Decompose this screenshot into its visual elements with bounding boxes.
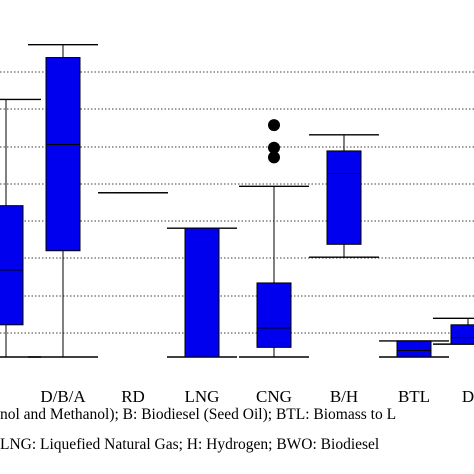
box-iqr bbox=[450, 324, 474, 345]
box-iqr bbox=[0, 205, 24, 326]
box-iqr bbox=[326, 150, 362, 245]
category-label: D bbox=[462, 387, 474, 406]
outlier-point bbox=[268, 151, 280, 164]
box-iqr bbox=[45, 57, 81, 252]
box-first bbox=[0, 98, 41, 358]
category-label: D/B/A bbox=[40, 387, 86, 406]
caption-line-1: nol and Methanol); B: Biodiesel (Seed Oi… bbox=[0, 406, 397, 423]
box-b-h bbox=[309, 134, 379, 258]
box-cng bbox=[239, 119, 309, 358]
box-iqr bbox=[396, 340, 432, 358]
box-d-b-a bbox=[28, 43, 98, 358]
box-btl bbox=[379, 340, 449, 358]
box-iqr bbox=[184, 227, 220, 358]
box-series bbox=[0, 43, 474, 358]
category-label: BTL bbox=[398, 387, 430, 406]
box-lng bbox=[167, 227, 237, 358]
box-iqr bbox=[256, 282, 292, 348]
outlier-point bbox=[268, 119, 280, 132]
category-label: RD bbox=[121, 387, 145, 406]
caption-line-2: LNG: Liquefied Natural Gas; H: Hydrogen;… bbox=[0, 436, 380, 453]
box-d bbox=[433, 317, 474, 345]
category-label: LNG bbox=[185, 387, 220, 406]
outlier-point bbox=[268, 141, 280, 154]
category-label: CNG bbox=[256, 387, 292, 406]
category-label: B/H bbox=[330, 387, 358, 406]
category-labels: D/B/A RD LNG CNG B/H BTL D bbox=[40, 387, 474, 406]
